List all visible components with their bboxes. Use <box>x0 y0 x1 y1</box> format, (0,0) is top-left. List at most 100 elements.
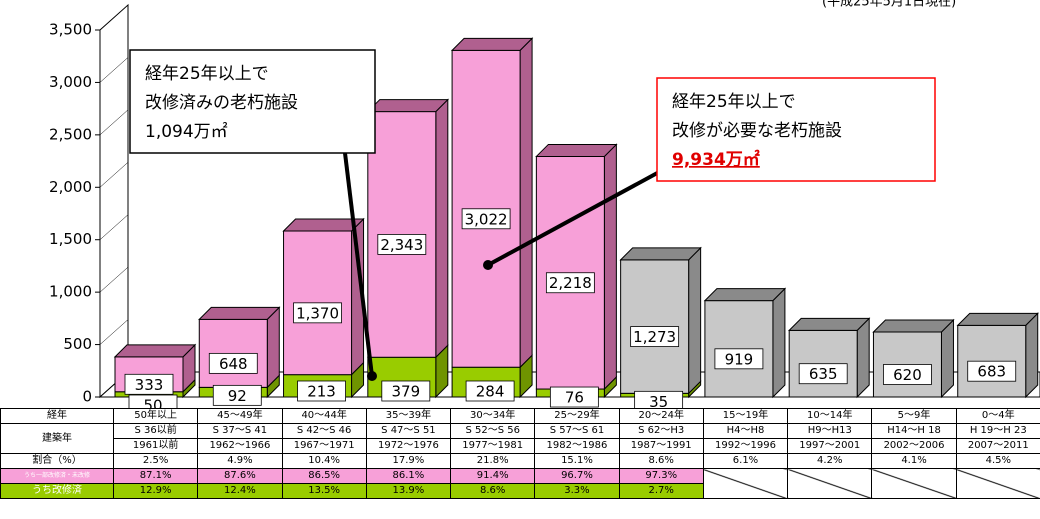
value-label-box <box>128 394 178 408</box>
table-cell: 50年以上 <box>112 408 199 424</box>
table-cell: 21.8% <box>450 453 536 469</box>
table-cell: 87.1% <box>112 468 199 484</box>
annotation-text: 1,094万㎡ <box>145 122 228 142</box>
table-cell <box>702 468 789 499</box>
value-label-box <box>967 360 1017 382</box>
table-cell: H4～H8 <box>702 423 789 439</box>
wall-tick <box>99 162 129 188</box>
table-cell: 5～9年 <box>871 408 957 424</box>
table-cell: 1977～1981 <box>450 438 536 454</box>
value-label: 635 <box>809 365 838 383</box>
table-cell: 4.9% <box>197 453 283 469</box>
value-label-box <box>549 386 599 408</box>
bar-side <box>772 287 786 399</box>
table-cell: S 37～S 41 <box>197 423 283 439</box>
y-tick-label: 500 <box>63 335 92 353</box>
table-cell: 97.3% <box>618 468 704 484</box>
table-cell: 4.2% <box>787 453 873 469</box>
value-label-box <box>545 272 595 294</box>
table-cell: H14～H 18 <box>871 423 957 439</box>
table-cell: 0～4年 <box>955 408 1040 424</box>
value-label-box <box>883 364 932 385</box>
bar-side <box>856 317 870 399</box>
table-cell: 経年 <box>0 408 114 424</box>
value-label: 333 <box>135 376 164 394</box>
table-cell: 10.4% <box>281 453 367 469</box>
value-label-box <box>377 234 427 255</box>
annotation-box <box>129 49 376 154</box>
bar-top <box>956 312 1039 326</box>
table-row: 1961以前 1962～1966 1967～1971 1972～1976 1977～19… <box>1 438 1040 454</box>
table-cell: 1987～1991 <box>618 438 704 454</box>
table-cell: 割合（%） <box>0 453 114 469</box>
table-cell <box>955 468 1040 499</box>
value-label-box <box>634 390 684 408</box>
bar-top <box>872 319 955 333</box>
value-label: 2,218 <box>549 274 592 292</box>
bar-side <box>688 246 702 395</box>
table-cell: 1982～1986 <box>534 438 620 454</box>
value-label: 620 <box>893 366 922 384</box>
table-cell: 建築年 <box>0 423 114 454</box>
bar-top <box>619 247 702 261</box>
value-label-box <box>465 380 515 402</box>
value-label: 35 <box>649 393 668 408</box>
table-cell: 15～19年 <box>702 408 789 424</box>
back-wall <box>99 3 129 399</box>
bar-top <box>535 143 618 157</box>
table-cell: 10～14年 <box>787 408 873 424</box>
subtitle: (平成25年5月1日現在) <box>822 0 956 10</box>
table-cell: うち一部改修済・未改修 <box>0 468 114 484</box>
table-cell: 45～49年 <box>197 408 283 424</box>
y-tick-label: 1,000 <box>49 283 92 301</box>
wall-tick <box>99 319 129 345</box>
value-label-box <box>208 352 258 374</box>
table-cell: 20～24年 <box>618 408 704 424</box>
table-cell: 40～44年 <box>281 408 367 424</box>
table-cell: 12.9% <box>112 483 199 499</box>
bar-top <box>450 37 534 51</box>
table-cell: 1997～2001 <box>787 438 873 454</box>
value-label: 2,343 <box>380 236 423 254</box>
bar-top <box>703 288 787 302</box>
table-cell: 91.4% <box>450 468 536 484</box>
table-cell: 4.1% <box>871 453 957 469</box>
annotation-pointer <box>487 163 673 267</box>
value-label: 379 <box>391 383 420 401</box>
bar-top <box>198 306 281 320</box>
value-label-box <box>381 380 431 402</box>
value-label-box <box>798 363 848 385</box>
value-label: 213 <box>307 383 336 401</box>
table-cell: 1992～1996 <box>702 438 789 454</box>
value-label-box <box>212 384 262 406</box>
wall-tick <box>99 214 129 240</box>
y-tick-label: 2,500 <box>49 125 92 143</box>
value-label: 919 <box>725 350 754 368</box>
table-row: 割合（%） 2.5% 4.9% 10.4% 17.9% 21.8% 15.1% 8.6% 6.1… <box>0 453 1040 469</box>
table-cell: 13.5% <box>281 483 367 499</box>
data-table: 経年 50年以上 45～49年 40～44年 35～39年 30～34年 25～29年 20～… <box>0 408 1040 499</box>
y-tick-label: 3,500 <box>49 21 92 39</box>
annotation-dot <box>483 260 493 270</box>
y-tick-label: 2,000 <box>49 178 92 196</box>
table-cell: 96.7% <box>534 468 620 484</box>
table-cell: S 36以前 <box>112 423 199 439</box>
value-label: 50 <box>143 397 162 409</box>
table-row: 建築年 S 36以前 S 37～S 41 S 42～S 46 S 47～S 51 S 52… <box>0 423 1040 454</box>
annotation-text: 改修済みの老朽施設 <box>145 93 298 113</box>
value-label: 683 <box>977 363 1006 381</box>
table-cell: S 62～H3 <box>618 423 704 439</box>
table-cell: 87.6% <box>197 468 283 484</box>
y-tick-label: 3,000 <box>49 73 92 91</box>
table-cell: S 47～S 51 <box>365 423 452 439</box>
table-cell <box>787 468 873 499</box>
table-cell: 2007～2011 <box>955 438 1040 454</box>
annotation-text: 経年25年以上で <box>672 92 796 112</box>
value-label: 3,022 <box>465 210 508 228</box>
table-cell: H9～H13 <box>787 423 873 439</box>
table-cell: 6.1% <box>702 453 789 469</box>
table-cell: S 42～S 46 <box>281 423 367 439</box>
value-label: 1,370 <box>296 304 339 322</box>
wall-tick <box>99 57 129 83</box>
